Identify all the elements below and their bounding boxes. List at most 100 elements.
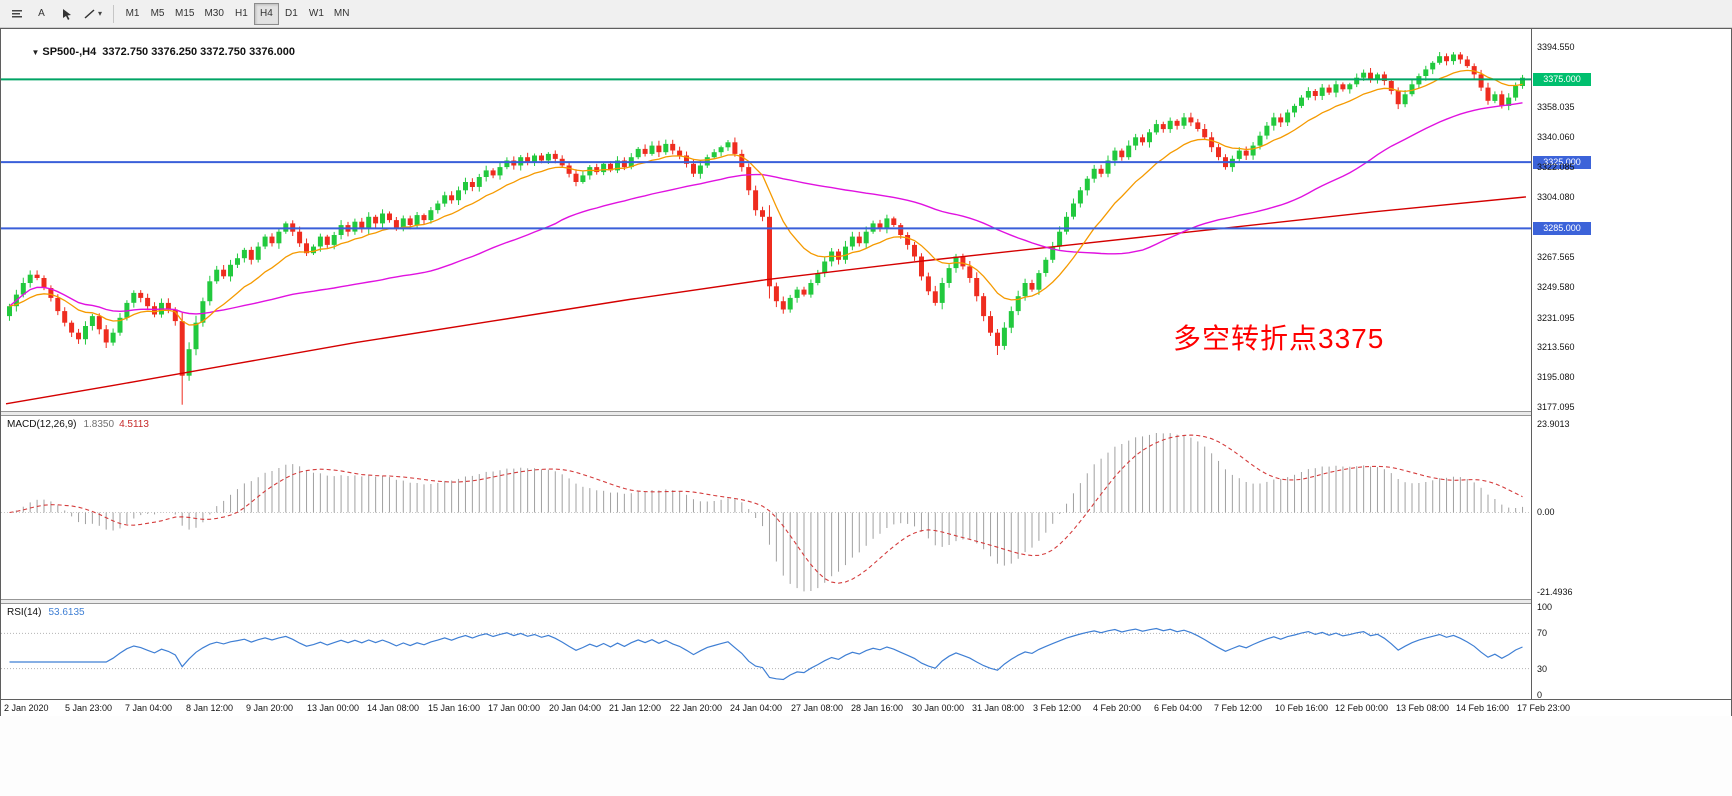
candle-body (1319, 87, 1325, 96)
candle-body (843, 246, 848, 260)
time-axis-label: 17 Feb 23:00 (1517, 703, 1571, 713)
candle-body (1354, 77, 1360, 85)
candle-body (1064, 216, 1069, 232)
candle-body (1278, 117, 1284, 123)
candle-body (1368, 72, 1373, 80)
timeframe-m15-button[interactable]: M15 (170, 3, 199, 25)
text-tool-button[interactable]: A (29, 3, 54, 25)
cursor-tool-button[interactable] (54, 3, 79, 25)
time-axis-label: 31 Jan 08:00 (972, 703, 1025, 713)
symbol-ohlc-text: SP500-,H4 3372.750 3376.250 3372.750 337… (42, 46, 295, 58)
candle-body (594, 167, 600, 173)
candle-body (677, 150, 683, 156)
candle-body (145, 297, 151, 307)
time-axis-label: 7 Feb 12:00 (1214, 703, 1263, 713)
candle-body (525, 157, 531, 163)
candle-body (1285, 112, 1291, 123)
candle-body (221, 269, 227, 277)
macd-chart[interactable] (1, 416, 1531, 599)
candle-body (573, 173, 579, 182)
ma-fast-line (9, 69, 1523, 326)
price-axis[interactable]: 3375.000 3325.000 3285.000 3394.550 3358.… (1531, 29, 1731, 700)
candlestick-chart[interactable] (1, 29, 1531, 411)
timeframe-mn-button[interactable]: MN (329, 3, 355, 25)
rsi-value: 53.6135 (48, 607, 85, 618)
candle-body (359, 221, 365, 229)
time-axis-label: 2 Jan 2020 (4, 703, 49, 713)
time-axis-label: 17 Jan 00:00 (488, 703, 541, 713)
candle-body (684, 155, 689, 164)
rsi-chart[interactable] (1, 604, 1531, 699)
rsi-panel[interactable]: RSI(14) 53.6135 (1, 604, 1531, 699)
candle-body (545, 153, 551, 161)
candle-body (670, 143, 676, 151)
candle-body (1015, 296, 1021, 312)
candle-body (697, 165, 703, 174)
chart-list-button[interactable] (4, 3, 29, 25)
rsi-axis-label: 70 (1537, 628, 1548, 638)
candle-body (932, 291, 938, 303)
timeframe-d1-button[interactable]: D1 (279, 3, 304, 25)
time-axis-label: 21 Jan 12:00 (609, 703, 662, 713)
candle-body (207, 281, 213, 302)
candle-body (255, 246, 261, 260)
candle-body (373, 216, 379, 224)
panel-divider[interactable] (1, 411, 1731, 416)
time-axis[interactable]: 2 Jan 2020 5 Jan 23:00 7 Jan 04:00 8 Jan 12… (1, 699, 1731, 716)
candle-body (912, 244, 917, 257)
candle-body (76, 332, 81, 340)
panel-divider[interactable] (1, 599, 1731, 604)
candle-body (1444, 56, 1449, 62)
candle-body (1513, 86, 1519, 98)
candle-body (1437, 56, 1443, 63)
candle-body (414, 215, 420, 225)
candle-body (324, 236, 330, 245)
timeframe-h1-button[interactable]: H1 (229, 3, 254, 25)
candle-body (1140, 137, 1145, 143)
timeframe-m1-button[interactable]: M1 (120, 3, 145, 25)
candle-body (794, 289, 800, 298)
candle-body (711, 152, 717, 158)
candle-body (1084, 178, 1090, 191)
time-axis-label: 5 Jan 23:00 (65, 703, 113, 713)
candle-body (1506, 97, 1512, 106)
price-axis-label: 3322.085 (1537, 162, 1575, 172)
rsi-axis-label: 0 (1537, 690, 1543, 700)
candle-body (186, 349, 192, 376)
candle-body (601, 163, 607, 173)
candle-body (767, 216, 772, 287)
candle-body (165, 302, 171, 310)
candle-body (1451, 54, 1456, 62)
candle-body (490, 170, 496, 176)
timeframe-m30-button[interactable]: M30 (199, 3, 228, 25)
timeframe-w1-button[interactable]: W1 (304, 3, 329, 25)
rsi-name: RSI(14) (7, 607, 42, 618)
annotation-text: 多空转折点3375 (1173, 323, 1385, 354)
rsi-label: RSI(14) 53.6135 (7, 607, 85, 618)
timeframe-m5-button[interactable]: M5 (145, 3, 170, 25)
candle-body (1181, 117, 1187, 126)
candle-body (1402, 94, 1408, 105)
candle-body (138, 292, 144, 298)
candle-body (608, 163, 613, 171)
candle-body (1312, 91, 1318, 96)
candle-body (311, 246, 316, 254)
shapes-tool-button[interactable]: ▾ (79, 3, 107, 25)
timeframe-h4-button[interactable]: H4 (253, 2, 279, 25)
candle-body (566, 165, 572, 174)
candle-body (1167, 120, 1173, 130)
candle-body (925, 276, 931, 292)
candle-body (1071, 203, 1076, 217)
price-chart-panel[interactable]: ▼ SP500-,H4 3372.750 3376.250 3372.750 33… (1, 29, 1531, 411)
candle-body (297, 231, 303, 244)
candle-body (1264, 125, 1270, 136)
candle-body (1147, 132, 1152, 143)
candle-body (884, 218, 890, 229)
candle-body (1409, 84, 1415, 95)
time-axis-label: 7 Jan 04:00 (125, 703, 173, 713)
candle-body (691, 163, 696, 174)
candle-body (34, 274, 40, 278)
time-axis-label: 12 Feb 00:00 (1335, 703, 1389, 713)
macd-panel[interactable]: MACD(12,26,9) 1.8350 4.5113 (1, 416, 1531, 599)
candle-body (1326, 87, 1332, 93)
